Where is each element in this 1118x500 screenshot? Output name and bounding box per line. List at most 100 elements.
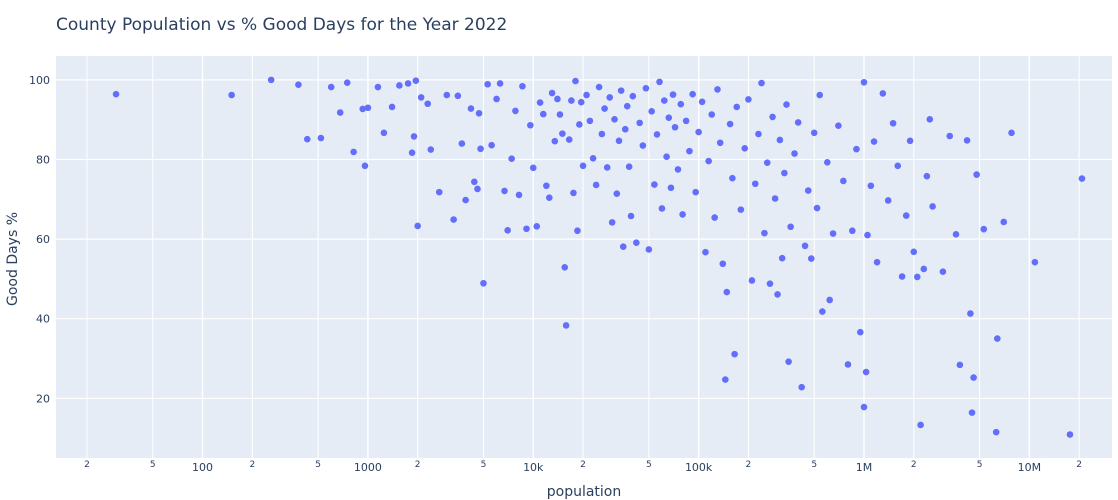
data-point [450,216,457,223]
data-point [404,80,412,87]
data-point [689,90,696,98]
data-point [427,146,435,153]
data-point [810,129,818,137]
data-point [359,105,366,113]
data-point [504,227,511,234]
x-tick-label: 5 [315,460,321,470]
data-point [327,83,335,91]
data-point [484,80,491,88]
data-point [648,108,655,115]
data-point [774,291,781,298]
data-point [458,140,466,147]
data-point [913,273,921,281]
data-point [692,188,699,196]
data-point [653,131,661,138]
data-point [414,222,421,230]
data-point [603,164,611,171]
data-point [970,374,977,381]
x-axis-title: population [547,484,622,500]
data-point [849,227,856,235]
data-point [787,223,794,231]
data-point [480,279,487,287]
data-point [454,92,462,100]
data-point [898,273,906,280]
data-point [741,145,749,152]
data-point [424,100,432,108]
data-point [804,187,812,194]
x-tick-label: 2 [746,460,752,470]
data-point [488,141,495,149]
data-point [1031,258,1039,266]
data-point [477,145,484,153]
data-point [562,322,570,329]
data-point [726,120,734,128]
data-point [813,204,821,212]
data-point [577,98,585,106]
data-point [920,265,928,273]
data-point [758,79,765,87]
data-point [651,181,658,188]
data-point [388,103,396,111]
data-point [677,100,685,108]
data-point [698,98,706,106]
data-point [994,335,1001,342]
data-point [798,383,805,391]
data-point [702,248,709,256]
data-point [973,171,980,178]
data-point [408,149,416,157]
data-point [568,97,575,104]
data-point [967,310,974,317]
data-point [633,239,640,246]
data-point [766,280,774,287]
data-point [711,214,718,221]
data-point [623,102,631,110]
data-point [826,296,833,304]
data-point [601,105,608,112]
data-point [561,264,569,271]
data-point [533,223,541,230]
data-point [627,212,635,220]
data-point [228,91,235,99]
data-point [857,328,864,336]
data-point [860,78,868,86]
data-point [695,128,702,136]
data-point [729,174,736,182]
data-point [471,178,478,186]
data-point [902,212,910,219]
data-point [540,110,547,118]
data-point [968,409,976,416]
data-point [642,84,650,92]
data-point [819,308,826,315]
data-point [682,117,690,125]
data-point [658,205,666,212]
data-point [606,94,614,101]
chart-title: County Population vs % Good Days for the… [56,15,507,35]
data-point [303,135,311,143]
x-tick-label: 2 [1076,460,1082,470]
x-tick-label: 2 [249,460,255,470]
data-point [929,203,936,210]
plot-area [56,56,1112,458]
data-point [1000,218,1008,226]
data-point [884,197,892,204]
data-point [873,258,881,266]
data-point [748,277,756,284]
data-point [679,211,686,218]
data-point [617,87,625,94]
x-tick-label: 2 [911,460,917,470]
data-point [592,181,600,189]
data-point [794,119,802,126]
x-tick-label: 2 [415,460,421,470]
data-point [785,358,792,365]
data-point [862,368,870,376]
y-tick-label: 40 [36,313,50,326]
data-point [417,94,425,101]
data-point [527,121,534,129]
data-point [625,163,633,170]
y-axis-ticks: 20 40 60 80 100 [29,74,50,405]
data-point [576,121,583,128]
data-point [583,91,590,99]
data-point [336,109,344,116]
x-tick-label: 1000 [354,461,382,474]
data-point [380,129,388,137]
